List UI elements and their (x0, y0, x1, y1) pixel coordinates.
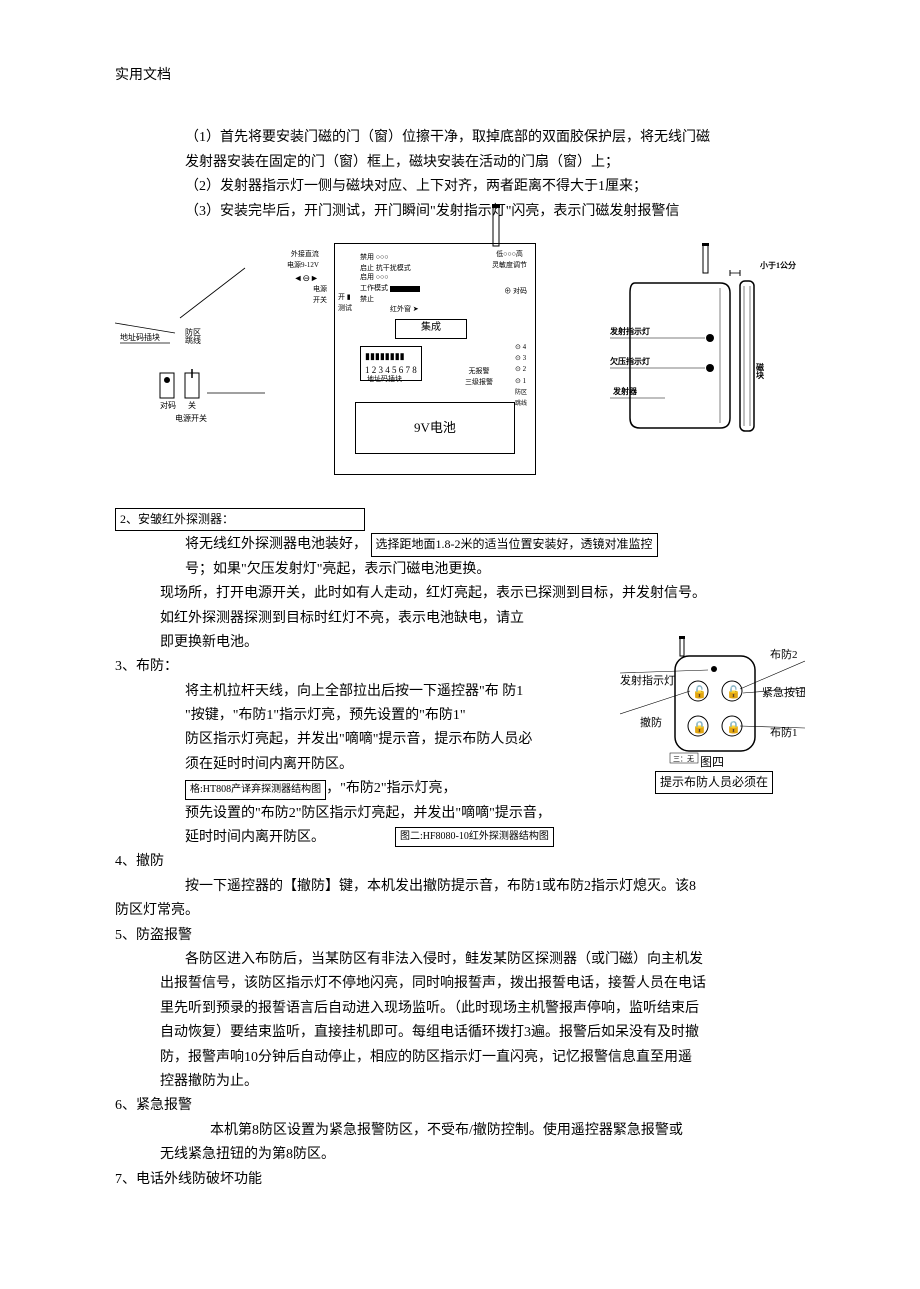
section-2: 2、安皱红外探测器： 将无线红外探测器电池装好， 选择距地面1.8-2米的适当位… (115, 508, 805, 654)
label-remote-fashe: 发射指示灯 (620, 673, 675, 687)
svg-text:三：无: 三：无 (673, 755, 694, 763)
svg-text:🔒: 🔒 (726, 720, 741, 734)
label-duima: 对码 (160, 400, 176, 410)
sec3-l5-box: 格:HT808产译弃探测器结构图 (185, 780, 326, 800)
sec4-head: 4、撤防 (115, 851, 805, 873)
sec6-l1: 本机第8防区设置为紧急报警防区，不受布/撤防控制。使用遥控器緊急报警或 (210, 1120, 805, 1142)
label-remote-jinji: 紧急按钮 (762, 685, 805, 699)
diagram-left: 地址码插块 防区 跳线 对码 关 电源开关 (115, 243, 265, 443)
sec5-l5: 防，报警声响10分钟后自动停止，相应的防区指示灯一直闪亮，记忆报警信息直至用遥 (160, 1047, 805, 1069)
sec2-l4: 如红外探测器探测到目标时红灯不亮，表示电池缺电，请立 (160, 608, 805, 630)
sec5-l3: 里先听到预录的报誓语言后自动进入现场监听。（此时现场主机警报声停响，监听结束后 (160, 998, 805, 1020)
label-battery: 9V电池 (355, 402, 515, 454)
label-remote-bufang1: 布防1 (770, 725, 798, 739)
sec4-l2: 防区灯常亮。 (115, 900, 805, 922)
sec5-l6: 控器撤防为止。 (160, 1071, 805, 1093)
label-hongwai: 红外窗 (390, 305, 411, 313)
step-1b: 发射器安装在固定的门（窗）框上，磁块安装在活动的门扇（窗）上； (185, 152, 805, 174)
svg-text:🔓: 🔓 (726, 685, 741, 699)
sec4-l1: 按一下遥控器的【撤防】键，本机发出撤防提示音，布防1或布防2指示灯熄灭。该8 (185, 876, 805, 898)
sec6-l2: 无线紧急扭钮的为第8防区。 (160, 1144, 805, 1166)
remote-diagram: 🔓 🔓 🔒 🔒 发射指示灯 撤防 布防2 紧急按钮 布防1 图四 三：无 提示布… (620, 636, 805, 806)
step-1: （1）首先将要安装门磁的门（窗）位擦干净，取掉底部的双面胶保护层，将无线门磁 (185, 127, 805, 149)
sec3-l7: 延时时间内离开防区。 (185, 830, 325, 845)
label-sanlou: 无报警三级报警 (465, 366, 493, 388)
section-4: 4、撤防 按一下遥控器的【撤防】键，本机发出撤防提示音，布防1或布防2指示灯熄灭… (115, 851, 805, 922)
label-fashe: 发射指示灯 (609, 326, 650, 336)
diagram-right: 小于1公分 发射指示灯 欠压指示灯 发射器 磁块 (605, 243, 805, 443)
sec6-head: 6、紧急报警 (115, 1095, 805, 1117)
section-6: 6、紧急报警 本机第8防区设置为紧急报警防区，不受布/撤防控制。使用遥控器緊急报… (115, 1095, 805, 1166)
sec2-l1b: 选择距地面1.8-2米的适当位置安装好，透镜对准监控 (371, 533, 658, 556)
label-guan: 关 (188, 400, 196, 410)
label-jicheng: 集成 (395, 319, 467, 339)
sec2-head: 2、安皱红外探测器： (115, 508, 365, 531)
svg-text:🔒: 🔒 (692, 720, 707, 734)
sec3-l5b: ，"布防2"指示灯亮， (326, 781, 456, 796)
sec3-l7-box: 图二:HF8080-10红外探测器结构图 (395, 827, 554, 847)
label-ext-power: 外接直流电源9-12V (287, 250, 319, 269)
label-cikuai: 磁块 (755, 362, 765, 380)
label-gongzuo: 工作模式 (360, 284, 388, 292)
label-lingmin: 低○○○高灵敏度调节 (492, 250, 527, 269)
sec7-head: 7、电话外线防破坏功能 (115, 1169, 805, 1191)
sec3-l6-box: 提示布防人员必须在 (655, 771, 773, 794)
label-small: 小于1公分 (759, 260, 796, 270)
label-fasheqi: 发射器 (612, 386, 638, 396)
sec2-l1a: 将无线红外探测器电池装好， (185, 537, 367, 552)
sec2-l3: 现场所，打开电源开关，此时如有人走动，红灯亮起，表示已探测到目标，并发射信号。 (160, 583, 805, 605)
sec5-head: 5、防盗报警 (115, 925, 805, 947)
label-remote-bufang2: 布防2 (770, 647, 798, 661)
section-7: 7、电话外线防破坏功能 (115, 1169, 805, 1191)
label-kangganrao: 抗干扰模式 (376, 264, 411, 272)
sec5-l4: 自动恢复）要结束监听，直接挂机即可。每组电话循环拨打3遍。报警后如呆没有及时撤 (160, 1022, 805, 1044)
step-2: （2）发射器指示灯一侧与磁块对应、上下对齐，两者距离不得大于1厘来； (185, 176, 805, 198)
svg-text:🔓: 🔓 (692, 685, 707, 699)
diagram-row: 地址码插块 防区 跳线 对码 关 电源开关 外接直流电源9-12V ◄⊖► 禁用… (115, 243, 805, 483)
label-remote-chefang: 撤防 (640, 715, 662, 729)
diagram-center: 外接直流电源9-12V ◄⊖► 禁用 ○○○ 启止 抗干扰模式 低○○○高灵敏度… (334, 243, 536, 475)
sec2-l2: 号；如果"欠压发射灯"亮起，表示门磁电池更换。 (185, 559, 805, 581)
page-header: 实用文档 (115, 65, 805, 87)
label-power: 电源开关 (175, 413, 207, 423)
label-addr: 地址码插块 (120, 332, 160, 342)
sec5-l1: 各防区进入布防后，当某防区有非法入侵时，鲑发某防区探测器（或门磁）向主机发 (185, 949, 805, 971)
sec5-l2: 出报誓信号，该防区指示灯不停地闪亮，同时响报誓声，拨出报誓电话，接誓人员在电话 (160, 973, 805, 995)
label-qianya: 欠压指示灯 (610, 356, 650, 366)
section-3: 3、布防： 将主机拉杆天线，向上全部拉出后按一下遥控器"布 防1 "按键，"布防… (115, 656, 805, 849)
label-tusi: 图四 (700, 755, 724, 769)
label-dianyuan: 电源开关 (313, 285, 327, 304)
section-5: 5、防盗报警 各防区进入布防后，当某防区有非法入侵时，鲑发某防区探测器（或门磁）… (115, 925, 805, 1094)
svg-text:跳线: 跳线 (185, 335, 201, 345)
